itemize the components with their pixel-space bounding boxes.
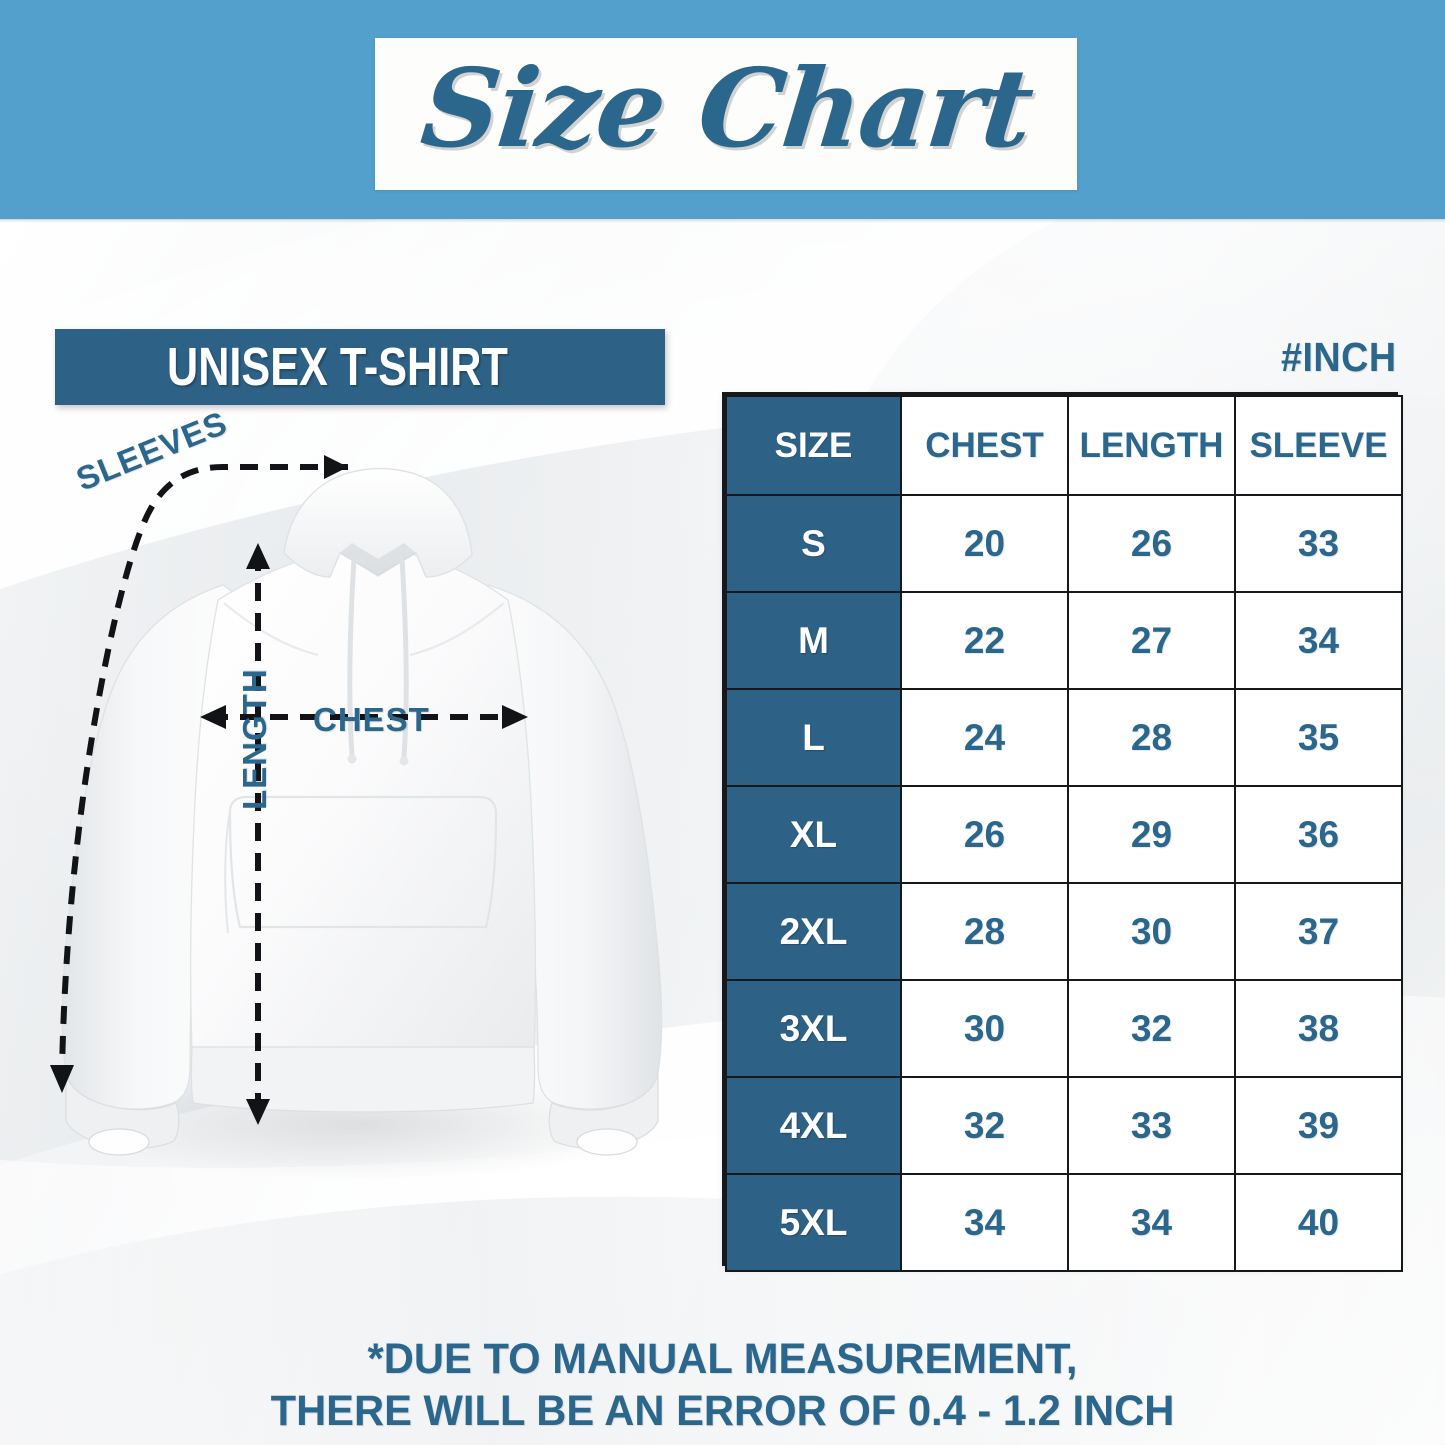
column-header-sleeve: SLEEVE (1234, 395, 1403, 496)
cell-size: 5XL (725, 1173, 902, 1272)
product-type-label: UNISEX T-SHIRT (167, 337, 508, 397)
cell-size: L (725, 688, 902, 787)
cell-length: 26 (1067, 494, 1236, 593)
cell-chest: 26 (900, 785, 1069, 884)
table-row: S 20 26 33 (725, 494, 1403, 593)
cell-length: 28 (1067, 688, 1236, 787)
column-header-length: LENGTH (1067, 395, 1236, 496)
cell-sleeve: 40 (1234, 1173, 1403, 1272)
sleeves-guide (59, 464, 348, 1086)
cell-sleeve: 38 (1234, 979, 1403, 1078)
table-row: XL 26 29 36 (725, 785, 1403, 884)
cell-size: M (725, 591, 902, 690)
cell-chest: 34 (900, 1173, 1069, 1272)
cell-size: XL (725, 785, 902, 884)
cell-sleeve: 36 (1234, 785, 1403, 884)
cell-chest: 28 (900, 882, 1069, 981)
product-type-banner: UNISEX T-SHIRT (55, 329, 665, 405)
size-table: SIZE CHEST LENGTH SLEEVE S 20 26 33 M 22… (722, 392, 1403, 1272)
cell-size: 2XL (725, 882, 902, 981)
measurement-arrows (50, 455, 528, 1125)
cell-chest: 30 (900, 979, 1069, 1078)
table-row: 2XL 28 30 37 (725, 882, 1403, 981)
garment-diagram (18, 425, 708, 1205)
cell-sleeve: 39 (1234, 1076, 1403, 1175)
table-header-row: SIZE CHEST LENGTH SLEEVE (725, 395, 1403, 496)
length-arrow-top (246, 543, 270, 569)
cell-chest: 32 (900, 1076, 1069, 1175)
chest-arrow-left (200, 705, 226, 729)
disclaimer-line-2: THERE WILL BE AN ERROR OF 0.4 - 1.2 INCH (270, 1387, 1175, 1436)
cell-length: 30 (1067, 882, 1236, 981)
sleeves-arrow-bottom (50, 1065, 74, 1093)
table-row: 4XL 32 33 39 (725, 1076, 1403, 1175)
table-row: 5XL 34 34 40 (725, 1173, 1403, 1272)
length-measure-label: LENGTH (236, 668, 273, 810)
cell-sleeve: 35 (1234, 688, 1403, 787)
cell-size: 3XL (725, 979, 902, 1078)
table-row: L 24 28 35 (725, 688, 1403, 787)
chest-arrow-right (502, 705, 528, 729)
cell-chest: 20 (900, 494, 1069, 593)
cell-size: 4XL (725, 1076, 902, 1175)
column-header-chest: CHEST (900, 395, 1069, 496)
cell-chest: 22 (900, 591, 1069, 690)
cell-length: 32 (1067, 979, 1236, 1078)
sleeves-arrow-top (324, 455, 348, 479)
disclaimer-line-1: *DUE TO MANUAL MEASUREMENT, (367, 1335, 1078, 1383)
table-row: 3XL 30 32 38 (725, 979, 1403, 1078)
cell-length: 29 (1067, 785, 1236, 884)
size-measurements-table: SIZE CHEST LENGTH SLEEVE S 20 26 33 M 22… (725, 395, 1403, 1272)
length-arrow-bottom (246, 1099, 270, 1125)
cell-sleeve: 37 (1234, 882, 1403, 981)
chest-measure-label: CHEST (313, 701, 430, 738)
measurement-disclaimer: *DUE TO MANUAL MEASUREMENT, THERE WILL B… (0, 1333, 1445, 1438)
cell-chest: 24 (900, 688, 1069, 787)
cell-sleeve: 33 (1234, 494, 1403, 593)
cell-length: 34 (1067, 1173, 1236, 1272)
title-box: Size Chart (375, 38, 1077, 190)
cell-length: 27 (1067, 591, 1236, 690)
cell-size: S (725, 494, 902, 593)
cell-length: 33 (1067, 1076, 1236, 1175)
column-header-size: SIZE (725, 395, 902, 496)
page-title: Size Chart (415, 46, 1038, 172)
table-row: M 22 27 34 (725, 591, 1403, 690)
unit-label: #INCH (1281, 334, 1397, 380)
hoodie-illustration (61, 467, 663, 1180)
cell-sleeve: 34 (1234, 591, 1403, 690)
